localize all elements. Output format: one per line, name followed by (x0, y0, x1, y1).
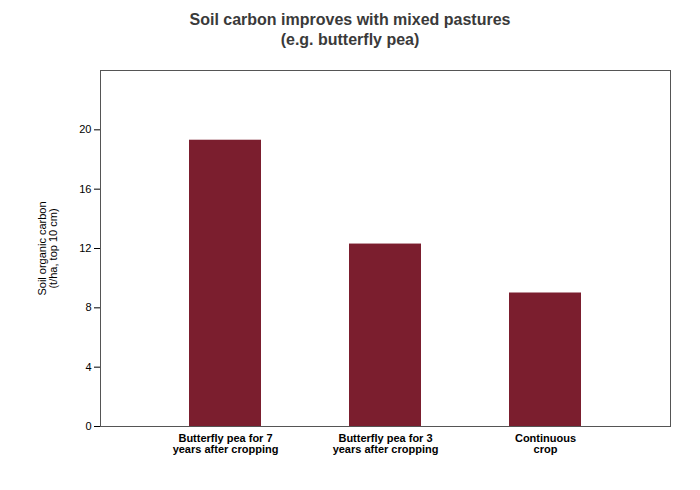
svg-text:8: 8 (85, 301, 91, 313)
svg-text:Continuouscrop: Continuouscrop (515, 432, 576, 455)
svg-text:Butterfly pea for 7years after: Butterfly pea for 7years after cropping (173, 432, 279, 455)
svg-text:Butterfly pea for 3years after: Butterfly pea for 3years after cropping (333, 432, 439, 455)
svg-text:Soil organic carbon(t/ha, top: Soil organic carbon(t/ha, top 10 cm) (36, 201, 59, 295)
svg-text:12: 12 (79, 242, 91, 254)
html-text:Soil carbon improves with mixe: Soil carbon improves with mixed pastures… (189, 11, 511, 48)
svg-text:20: 20 (79, 123, 91, 135)
svg-text:16: 16 (79, 183, 91, 195)
svg-text:0: 0 (85, 420, 91, 432)
svg-text:4: 4 (85, 361, 91, 373)
